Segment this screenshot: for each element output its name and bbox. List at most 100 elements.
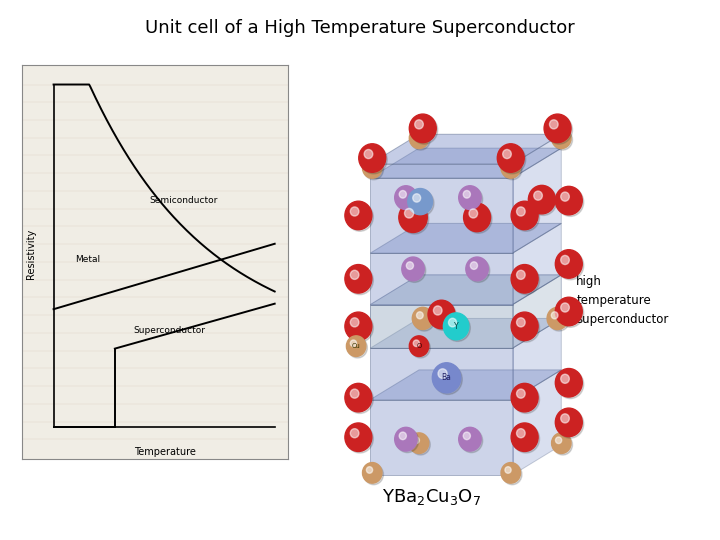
- Polygon shape: [513, 148, 562, 253]
- Circle shape: [557, 370, 584, 399]
- Circle shape: [359, 144, 386, 172]
- Circle shape: [511, 423, 538, 451]
- Circle shape: [459, 186, 481, 210]
- Polygon shape: [513, 275, 562, 348]
- Circle shape: [534, 191, 542, 200]
- Circle shape: [555, 297, 582, 326]
- Circle shape: [409, 114, 436, 143]
- Circle shape: [561, 414, 570, 423]
- Circle shape: [409, 433, 429, 454]
- Circle shape: [463, 191, 470, 198]
- Text: Temperature: Temperature: [135, 447, 197, 457]
- Circle shape: [505, 467, 511, 473]
- Circle shape: [444, 313, 469, 340]
- Circle shape: [516, 389, 525, 398]
- Circle shape: [366, 467, 373, 473]
- Circle shape: [346, 314, 374, 342]
- Circle shape: [513, 385, 539, 414]
- Circle shape: [557, 188, 584, 217]
- Circle shape: [511, 265, 538, 293]
- Circle shape: [413, 307, 433, 329]
- Circle shape: [346, 385, 374, 414]
- Polygon shape: [370, 305, 513, 348]
- Text: Superconductor: Superconductor: [133, 326, 205, 335]
- Circle shape: [346, 336, 366, 356]
- Circle shape: [409, 128, 429, 148]
- Circle shape: [516, 207, 525, 216]
- Circle shape: [511, 312, 538, 341]
- Circle shape: [555, 368, 582, 397]
- Polygon shape: [370, 134, 562, 164]
- Circle shape: [553, 130, 572, 150]
- Circle shape: [460, 187, 482, 211]
- Circle shape: [434, 364, 462, 394]
- Text: Y: Y: [454, 322, 459, 331]
- Circle shape: [516, 429, 525, 438]
- Circle shape: [516, 270, 525, 279]
- Polygon shape: [370, 224, 562, 253]
- Circle shape: [345, 423, 372, 451]
- Circle shape: [549, 120, 558, 129]
- Circle shape: [360, 145, 387, 174]
- Circle shape: [396, 187, 418, 211]
- Circle shape: [400, 204, 429, 234]
- Circle shape: [505, 162, 511, 168]
- Circle shape: [364, 159, 384, 180]
- Circle shape: [408, 188, 433, 215]
- Text: Resistivity: Resistivity: [26, 229, 36, 279]
- Circle shape: [463, 432, 470, 440]
- Polygon shape: [370, 400, 513, 475]
- Text: Ba: Ba: [441, 373, 451, 382]
- Circle shape: [364, 150, 373, 159]
- Polygon shape: [513, 370, 562, 475]
- Circle shape: [345, 265, 372, 293]
- Polygon shape: [370, 370, 562, 400]
- Circle shape: [511, 201, 538, 229]
- Circle shape: [346, 266, 374, 295]
- Circle shape: [413, 194, 420, 202]
- Circle shape: [351, 318, 359, 327]
- Circle shape: [405, 208, 413, 218]
- Circle shape: [351, 429, 359, 438]
- Circle shape: [561, 374, 570, 383]
- Circle shape: [345, 312, 372, 341]
- Circle shape: [530, 187, 557, 215]
- Polygon shape: [370, 275, 562, 305]
- Circle shape: [552, 433, 571, 454]
- Circle shape: [351, 389, 359, 398]
- Circle shape: [503, 150, 511, 159]
- Circle shape: [469, 209, 477, 218]
- Circle shape: [445, 314, 470, 341]
- Circle shape: [503, 159, 522, 180]
- Circle shape: [464, 203, 490, 232]
- Circle shape: [414, 309, 435, 331]
- Circle shape: [399, 202, 427, 233]
- Circle shape: [395, 186, 417, 210]
- Circle shape: [503, 464, 522, 485]
- Circle shape: [348, 338, 367, 358]
- Circle shape: [555, 437, 562, 443]
- Circle shape: [557, 299, 584, 327]
- Polygon shape: [370, 148, 562, 178]
- Circle shape: [351, 270, 359, 279]
- Circle shape: [399, 191, 406, 198]
- Circle shape: [499, 145, 526, 174]
- Text: Unit cell of a High Temperature Superconductor: Unit cell of a High Temperature Supercon…: [145, 19, 575, 37]
- Circle shape: [513, 203, 539, 231]
- Circle shape: [465, 205, 492, 233]
- Circle shape: [399, 432, 406, 440]
- Polygon shape: [370, 164, 513, 178]
- Circle shape: [346, 424, 374, 453]
- Circle shape: [364, 464, 384, 485]
- Circle shape: [513, 424, 539, 453]
- Circle shape: [553, 435, 572, 455]
- Polygon shape: [370, 178, 513, 253]
- Circle shape: [544, 114, 571, 143]
- Circle shape: [470, 262, 477, 269]
- Circle shape: [416, 312, 423, 319]
- Circle shape: [362, 158, 382, 178]
- Circle shape: [498, 144, 524, 172]
- Circle shape: [438, 369, 447, 379]
- Text: Metal: Metal: [75, 255, 100, 264]
- Circle shape: [409, 190, 434, 216]
